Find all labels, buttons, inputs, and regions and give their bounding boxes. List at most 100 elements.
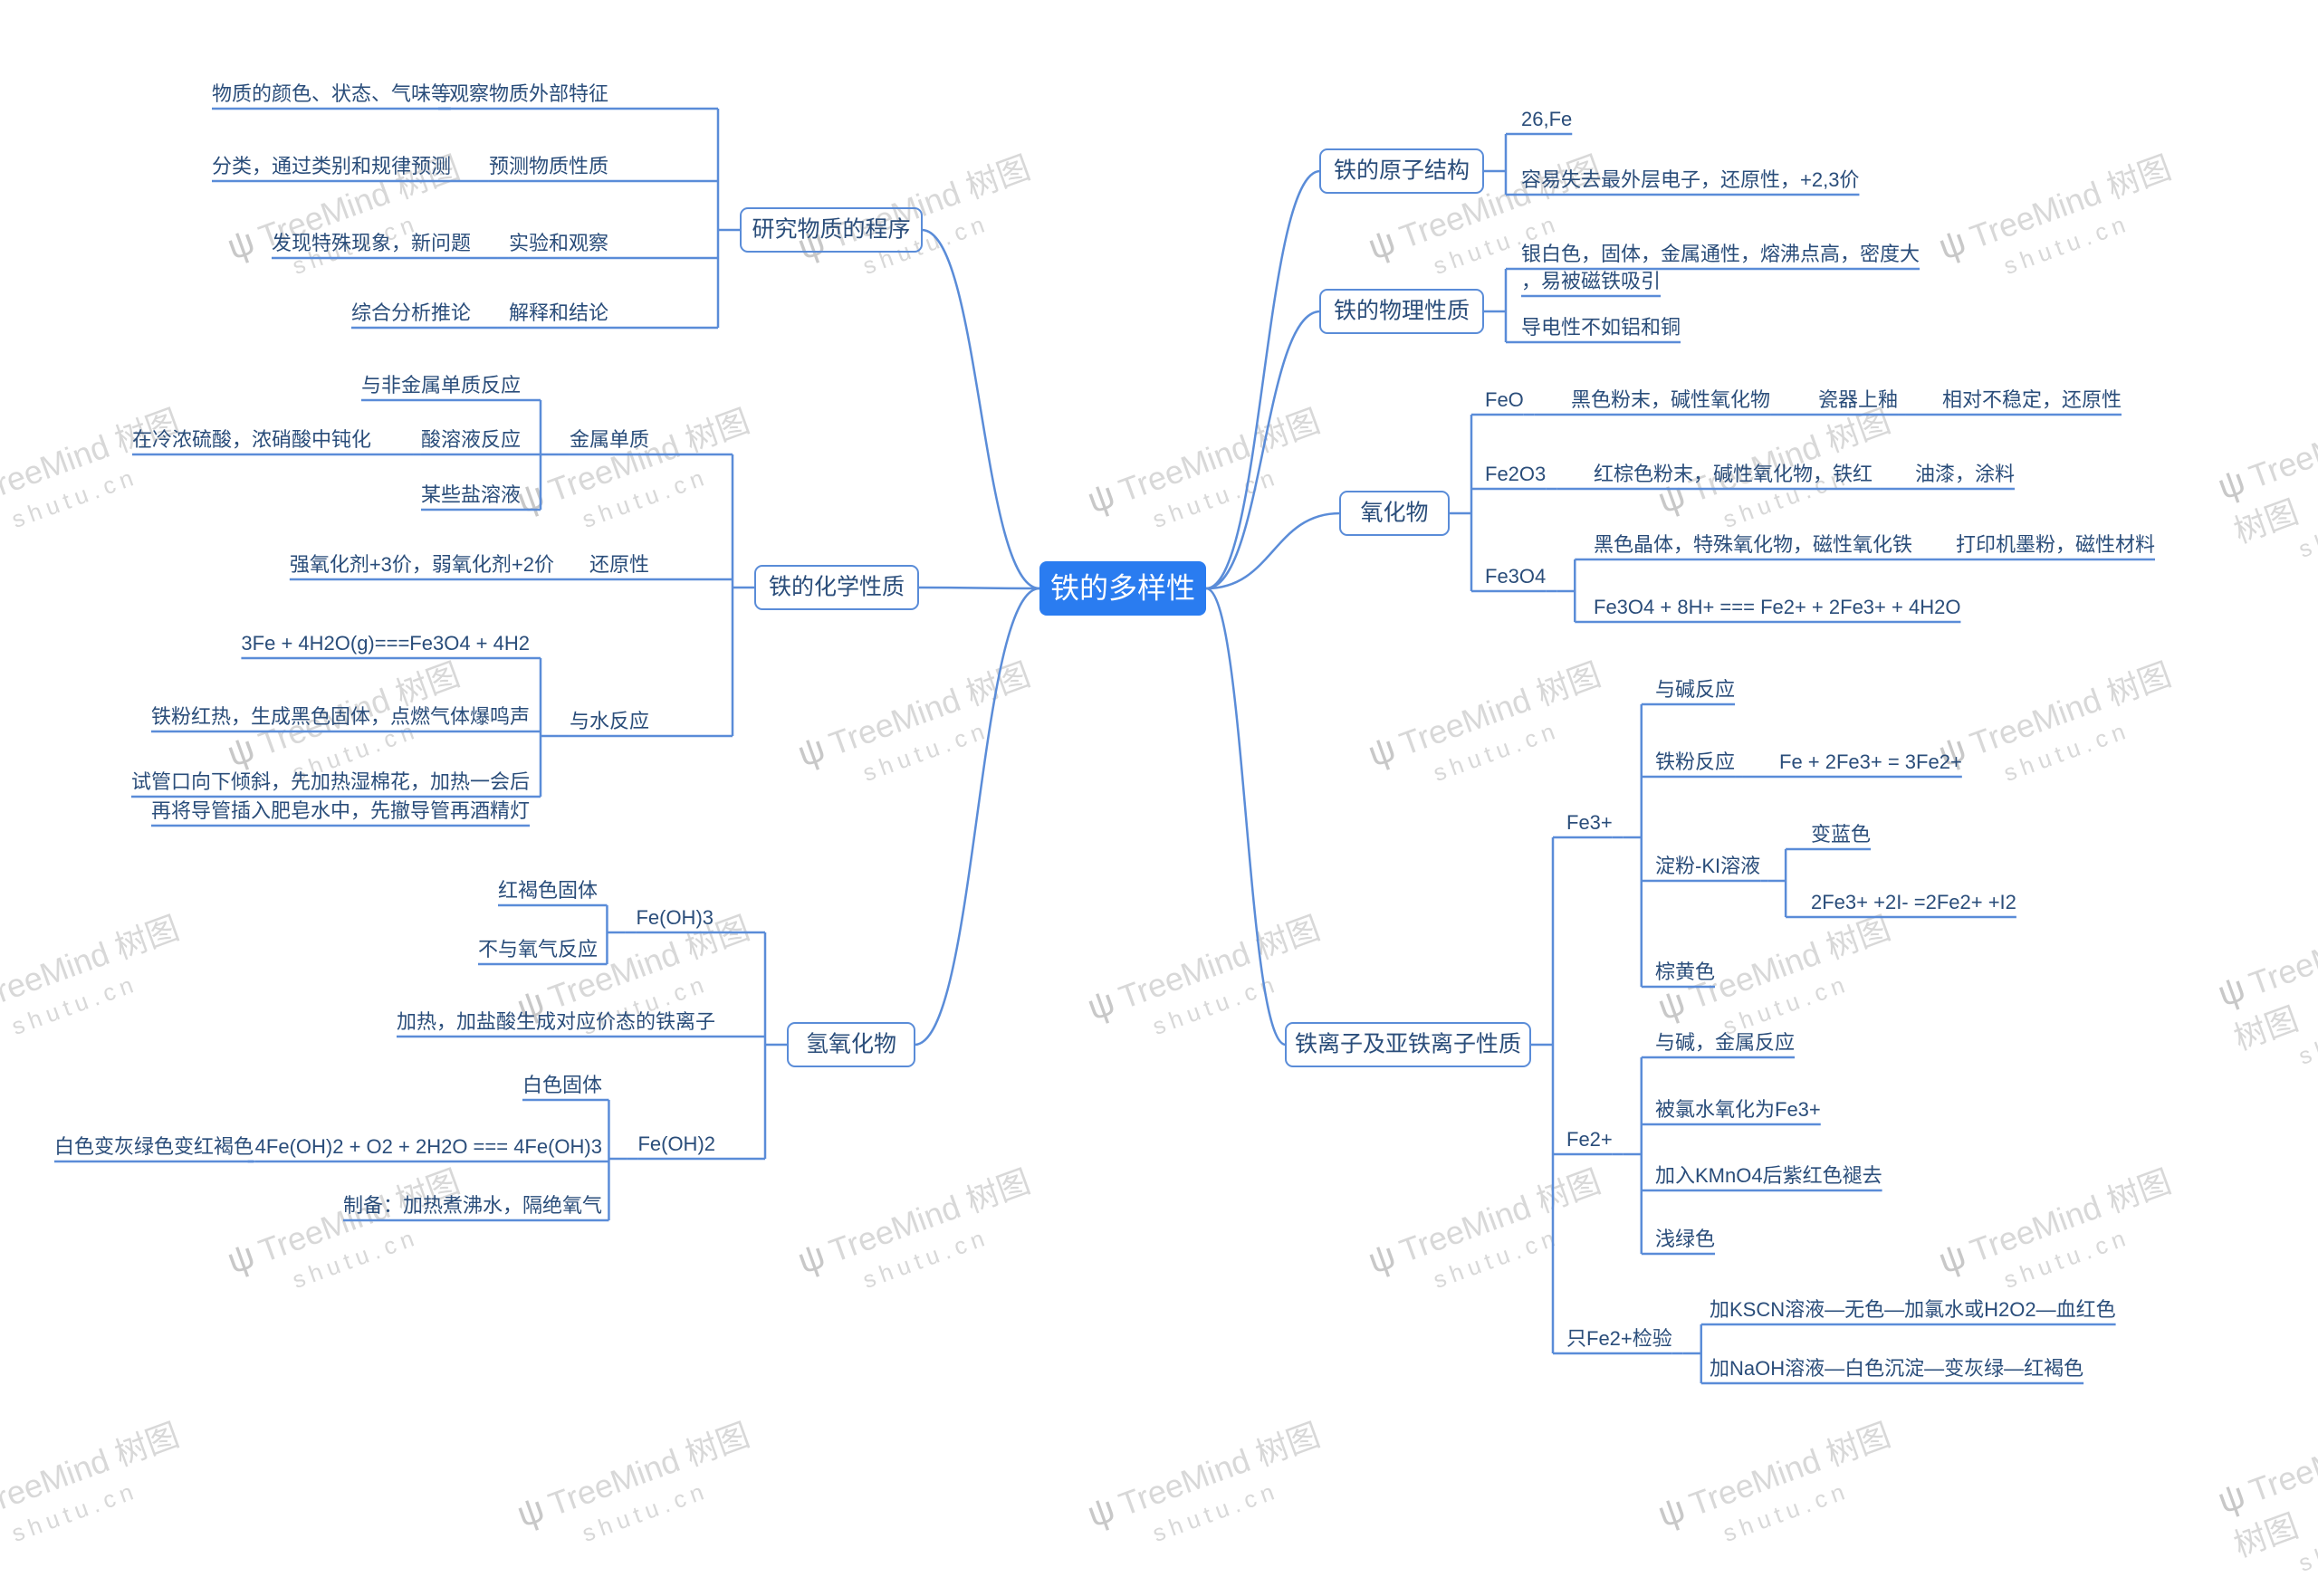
leaf-node: 金属单质 <box>570 428 649 451</box>
svg-text:只Fe2+检验: 只Fe2+检验 <box>1566 1327 1672 1350</box>
leaf-node: 实验和观察 <box>509 232 608 254</box>
svg-text:与碱反应: 与碱反应 <box>1655 678 1735 701</box>
leaf-node: 红棕色粉末，碱性氧化物，铁红 <box>1594 463 1873 485</box>
svg-text:浅绿色: 浅绿色 <box>1655 1228 1715 1250</box>
leaf-node: 3Fe + 4H2O(g)===Fe3O4 + 4H2 <box>241 632 530 655</box>
branch-node[interactable]: 氧化物 <box>1340 492 1449 535</box>
svg-text:观察物质外部特征: 观察物质外部特征 <box>449 82 608 105</box>
branch-node[interactable]: 铁的化学性质 <box>755 566 918 609</box>
svg-text:FeO: FeO <box>1485 388 1524 411</box>
svg-text:3Fe + 4H2O(g)===Fe3O4 + 4H2: 3Fe + 4H2O(g)===Fe3O4 + 4H2 <box>241 632 530 655</box>
svg-text:4Fe(OH)2 + O2 + 2H2O === 4Fe(O: 4Fe(OH)2 + O2 + 2H2O === 4Fe(OH)3 <box>255 1135 602 1158</box>
leaf-node: 综合分析推论 <box>351 301 471 324</box>
leaf-node: 白色变灰绿色变红褐色 <box>54 1135 254 1158</box>
svg-text:Fe + 2Fe3+ = 3Fe2+: Fe + 2Fe3+ = 3Fe2+ <box>1779 750 1962 773</box>
svg-text:Fe3O4 + 8H+ === Fe2+ + 2Fe3+ +: Fe3O4 + 8H+ === Fe2+ + 2Fe3+ + 4H2O <box>1594 596 1960 618</box>
svg-text:酸溶液反应: 酸溶液反应 <box>421 428 521 451</box>
leaf-node: 加NaOH溶液—白色沉淀—变灰绿—红褐色 <box>1710 1357 2083 1380</box>
leaf-node: 铁粉红热，生成黑色固体，点燃气体爆鸣声 <box>151 705 530 728</box>
leaf-node: 打印机墨粉，磁性材料 <box>1956 533 2155 556</box>
leaf-node: 酸溶液反应 <box>421 428 521 451</box>
svg-text:红棕色粉末，碱性氧化物，铁红: 红棕色粉末，碱性氧化物，铁红 <box>1594 463 1873 485</box>
svg-text:瓷器上釉: 瓷器上釉 <box>1818 388 1898 411</box>
svg-text:2Fe3+ +2I- =2Fe2+ +I2: 2Fe3+ +2I- =2Fe2+ +I2 <box>1811 891 2016 913</box>
branch-node[interactable]: 铁的原子结构 <box>1320 149 1483 193</box>
leaf-node: 变蓝色 <box>1811 823 1871 846</box>
leaf-node: Fe2+ <box>1566 1128 1613 1151</box>
branch-node[interactable]: 铁离子及亚铁离子性质 <box>1286 1023 1530 1066</box>
svg-text:分类，通过类别和规律预测: 分类，通过类别和规律预测 <box>212 155 451 177</box>
svg-text:Fe3O4: Fe3O4 <box>1485 565 1546 588</box>
svg-text:金属单质: 金属单质 <box>570 428 649 451</box>
leaf-node: 分类，通过类别和规律预测 <box>212 155 451 177</box>
leaf-node: 黑色粉末，碱性氧化物 <box>1571 388 1770 411</box>
leaf-node: 不与氧气反应 <box>478 938 598 960</box>
svg-text:26,Fe: 26,Fe <box>1521 108 1572 130</box>
leaf-node: 加KSCN溶液—无色—加氯水或H2O2—血红色 <box>1710 1298 2116 1321</box>
leaf-node: 发现特殊现象，新问题 <box>272 232 471 254</box>
svg-text:银白色，固体，金属通性，熔沸点高，密度大: 银白色，固体，金属通性，熔沸点高，密度大 <box>1521 243 1920 265</box>
leaf-node: 与碱反应 <box>1655 678 1735 701</box>
svg-text:铁的化学性质: 铁的化学性质 <box>769 575 905 600</box>
svg-text:棕黄色: 棕黄色 <box>1655 960 1715 983</box>
svg-text:强氧化剂+3价，弱氧化剂+2价: 强氧化剂+3价，弱氧化剂+2价 <box>290 553 554 576</box>
leaf-node: 棕黄色 <box>1655 960 1715 983</box>
leaf-node: 与水反应 <box>570 710 649 732</box>
leaf-node: 瓷器上釉 <box>1818 388 1898 411</box>
leaf-node: Fe3+ <box>1566 811 1613 834</box>
leaf-node: 油漆，涂料 <box>1915 463 2015 485</box>
leaf-node: 容易失去最外层电子，还原性，+2,3价 <box>1521 168 1859 191</box>
svg-text:加热，加盐酸生成对应价态的铁离子: 加热，加盐酸生成对应价态的铁离子 <box>397 1010 715 1033</box>
leaf-node: Fe(OH)2 <box>637 1132 715 1155</box>
leaf-node: 与非金属单质反应 <box>361 374 521 397</box>
leaf-node: 物质的颜色、状态、气味等 <box>212 82 451 105</box>
branch-node[interactable]: 研究物质的程序 <box>741 208 922 252</box>
svg-text:Fe2O3: Fe2O3 <box>1485 463 1546 485</box>
leaf-node: 还原性 <box>589 553 649 576</box>
svg-text:再将导管插入肥皂水中，先撤导管再酒精灯: 再将导管插入肥皂水中，先撤导管再酒精灯 <box>151 799 530 822</box>
svg-text:加NaOH溶液—白色沉淀—变灰绿—红褐色: 加NaOH溶液—白色沉淀—变灰绿—红褐色 <box>1710 1357 2083 1380</box>
leaf-node: 白色固体 <box>522 1074 602 1096</box>
leaf-node: 某些盐溶液 <box>421 483 521 506</box>
leaf-node: 淀粉-KI溶液 <box>1655 855 1760 877</box>
svg-text:，易被磁铁吸引: ，易被磁铁吸引 <box>1521 270 1661 292</box>
svg-text:变蓝色: 变蓝色 <box>1811 823 1871 846</box>
leaf-node: 强氧化剂+3价，弱氧化剂+2价 <box>290 553 554 576</box>
svg-text:容易失去最外层电子，还原性，+2,3价: 容易失去最外层电子，还原性，+2,3价 <box>1521 168 1859 191</box>
svg-text:氢氧化物: 氢氧化物 <box>806 1032 896 1057</box>
leaf-node: Fe + 2Fe3+ = 3Fe2+ <box>1779 750 1962 773</box>
svg-text:氧化物: 氧化物 <box>1360 501 1428 526</box>
leaf-node: 导电性不如铝和铜 <box>1521 316 1681 339</box>
svg-text:铁的原子结构: 铁的原子结构 <box>1334 158 1470 184</box>
svg-text:研究物质的程序: 研究物质的程序 <box>752 217 910 243</box>
leaf-node: 观察物质外部特征 <box>449 82 608 105</box>
svg-text:铁粉反应: 铁粉反应 <box>1655 750 1735 773</box>
leaf-node: 预测物质性质 <box>489 155 608 177</box>
svg-text:铁的多样性: 铁的多样性 <box>1050 571 1195 604</box>
svg-text:红褐色固体: 红褐色固体 <box>498 879 598 902</box>
svg-text:导电性不如铝和铜: 导电性不如铝和铜 <box>1521 316 1681 339</box>
svg-text:Fe3+: Fe3+ <box>1566 811 1613 834</box>
root-node[interactable]: 铁的多样性 <box>1039 561 1206 616</box>
svg-text:某些盐溶液: 某些盐溶液 <box>421 483 521 506</box>
leaf-node: 红褐色固体 <box>498 879 598 902</box>
leaf-node: Fe(OH)3 <box>636 906 714 929</box>
svg-text:铁离子及亚铁离子性质: 铁离子及亚铁离子性质 <box>1295 1032 1521 1057</box>
leaf-node: 与碱，金属反应 <box>1655 1031 1795 1054</box>
branch-node[interactable]: 氢氧化物 <box>788 1023 915 1066</box>
svg-text:还原性: 还原性 <box>589 553 649 576</box>
svg-text:铁粉红热，生成黑色固体，点燃气体爆鸣声: 铁粉红热，生成黑色固体，点燃气体爆鸣声 <box>151 705 530 728</box>
svg-text:铁的物理性质: 铁的物理性质 <box>1334 299 1470 324</box>
svg-text:与水反应: 与水反应 <box>570 710 649 732</box>
svg-text:加入KMnO4后紫红色褪去: 加入KMnO4后紫红色褪去 <box>1655 1164 1882 1187</box>
branch-node[interactable]: 铁的物理性质 <box>1320 290 1483 333</box>
leaf-node: 浅绿色 <box>1655 1228 1715 1250</box>
svg-text:解释和结论: 解释和结论 <box>509 301 608 324</box>
leaf-node: 2Fe3+ +2I- =2Fe2+ +I2 <box>1811 891 2016 913</box>
leaf-node: 相对不稳定，还原性 <box>1942 388 2122 411</box>
leaf-node: Fe3O4 <box>1485 565 1546 588</box>
svg-text:制备：加热煮沸水，隔绝氧气: 制备：加热煮沸水，隔绝氧气 <box>343 1194 602 1217</box>
svg-text:与非金属单质反应: 与非金属单质反应 <box>361 374 521 397</box>
leaf-node: 4Fe(OH)2 + O2 + 2H2O === 4Fe(OH)3 <box>255 1135 602 1158</box>
leaf-node: 加热，加盐酸生成对应价态的铁离子 <box>397 1010 715 1033</box>
